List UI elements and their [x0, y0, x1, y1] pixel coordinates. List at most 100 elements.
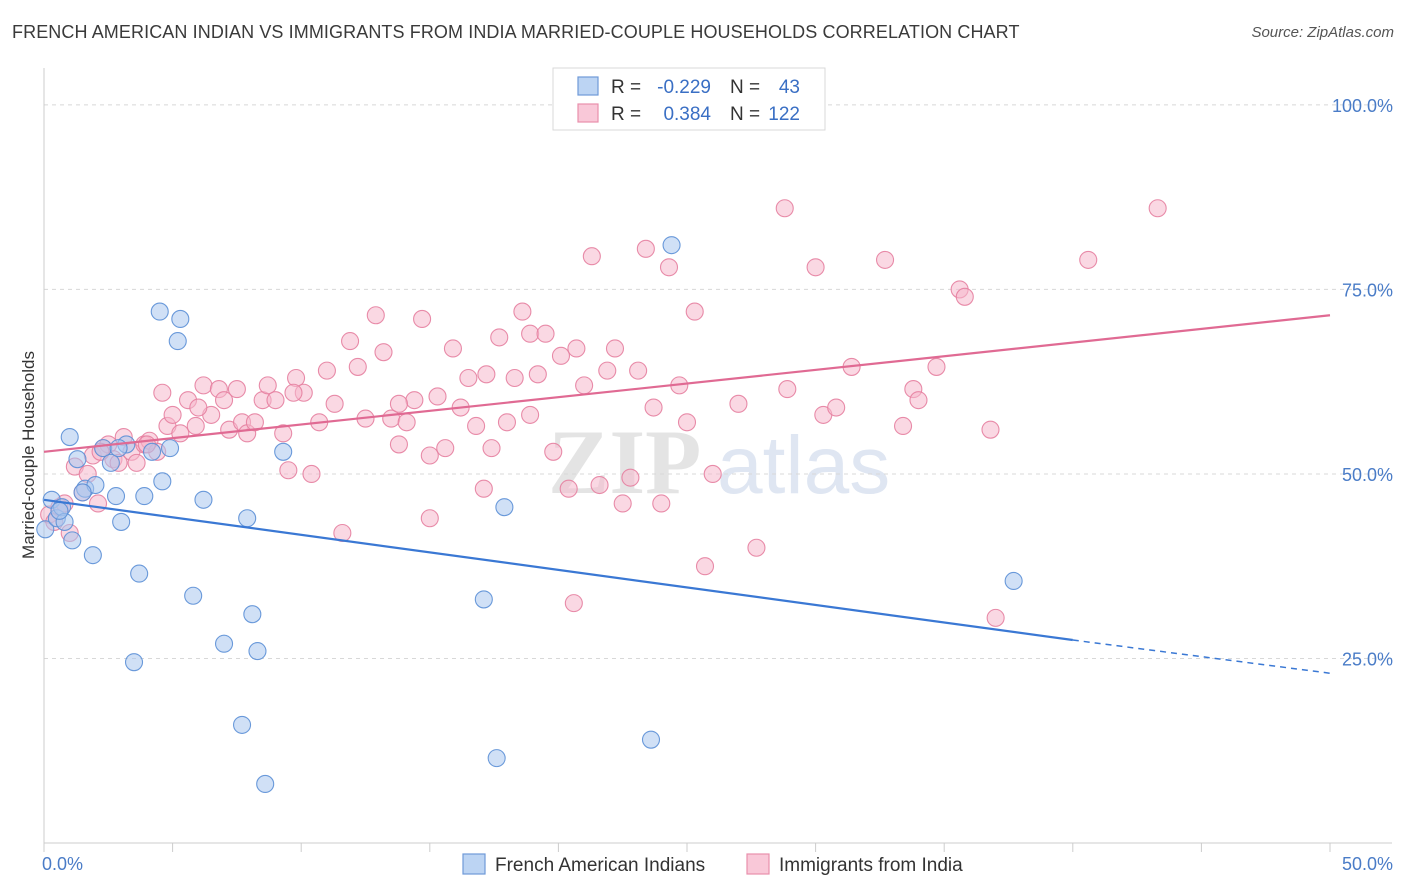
india-point: [490, 328, 509, 347]
x-tick-label-max: 50.0%: [1342, 854, 1393, 874]
french-american-indian-point: [153, 472, 172, 491]
french-american-indian-point: [238, 509, 257, 528]
india-point: [544, 442, 563, 461]
india-point: [747, 538, 766, 557]
french-american-indian-point: [150, 302, 169, 321]
india-point: [436, 439, 455, 458]
india-point: [284, 383, 303, 402]
y-tick-label: 75.0%: [1342, 280, 1393, 300]
india-point: [644, 398, 663, 417]
french-american-indian-point: [641, 730, 661, 749]
legend-n-label-blue: N =: [730, 77, 760, 98]
legend-swatch-blue: [577, 76, 599, 96]
india-point: [389, 394, 408, 413]
india-point: [163, 405, 182, 424]
india-point: [477, 365, 496, 384]
india-point: [521, 405, 540, 424]
french-american-indian-point: [495, 498, 514, 517]
india-point: [575, 376, 594, 395]
india-point: [677, 413, 697, 432]
french-american-indian-point: [662, 236, 681, 255]
legend-r-value-pink: 0.384: [663, 104, 711, 125]
india-point: [258, 376, 277, 395]
india-point: [613, 494, 632, 513]
india-point: [274, 424, 293, 443]
india-point: [482, 439, 501, 458]
india-point: [88, 494, 108, 513]
french-american-indian-point: [248, 642, 267, 661]
chart-title: FRENCH AMERICAN INDIAN VS IMMIGRANTS FRO…: [12, 22, 1020, 42]
india-point: [875, 250, 895, 269]
french-american-indian-point: [83, 546, 102, 565]
french-american-indian-point: [274, 442, 293, 461]
india-point: [685, 302, 704, 321]
french-american-indian-point: [168, 332, 187, 351]
source-attribution: Source: ZipAtlas.com: [1251, 24, 1394, 41]
watermark-atlas: atlas: [717, 420, 890, 511]
correlation-legend: R = -0.229 N = 43 R = 0.384 N = 122: [552, 67, 826, 131]
french-american-indian-point: [63, 531, 82, 550]
india-point: [636, 239, 655, 258]
india-point: [621, 468, 640, 487]
french-american-indian-point: [474, 590, 493, 609]
x-tick-label-min: 0.0%: [42, 854, 83, 874]
grid-lines: 25.0% 50.0% 75.0% 100.0%: [44, 96, 1393, 669]
legend-n-label-pink: N =: [730, 104, 760, 125]
french-american-indian-point: [73, 483, 92, 502]
india-point: [214, 391, 234, 410]
india-point: [567, 339, 586, 358]
french-american-indian-point: [214, 634, 234, 653]
india-point: [629, 361, 648, 380]
french-american-indian-points: [36, 236, 1023, 794]
india-point: [582, 247, 601, 266]
india-point: [927, 357, 946, 376]
india-point: [551, 346, 571, 365]
india-point: [153, 383, 172, 402]
india-point: [981, 420, 1000, 439]
india-point: [775, 199, 794, 218]
india-point: [605, 339, 625, 358]
india-point: [266, 391, 285, 410]
trend-lines: [43, 314, 1331, 674]
legend-r-label-pink: R =: [611, 104, 641, 125]
french-american-indian-point: [130, 564, 149, 583]
axes: [43, 68, 1392, 852]
india-point: [459, 368, 478, 388]
french-american-indian-point: [135, 487, 154, 506]
french-american-indian-point: [68, 450, 87, 469]
india-point: [729, 394, 748, 413]
french-american-indian-point: [184, 586, 203, 605]
y-axis-label: Married-couple Households: [19, 351, 38, 559]
french-american-indian-point: [101, 453, 120, 472]
trend-line-blue: [43, 498, 1073, 642]
french-american-indian-point: [124, 653, 144, 672]
india-point: [189, 398, 208, 417]
bottom-legend-swatch-pink: [746, 853, 770, 875]
india-point: [986, 608, 1005, 627]
trend-line-pink: [43, 314, 1331, 453]
french-american-indian-point: [194, 490, 213, 509]
french-american-indian-point: [160, 439, 180, 458]
french-american-indian-point: [1004, 571, 1023, 591]
india-point: [127, 453, 146, 472]
india-point: [1079, 250, 1098, 269]
india-point: [420, 446, 439, 465]
legend-n-value-pink: 122: [768, 104, 800, 125]
french-american-indian-point: [106, 487, 126, 506]
india-point: [348, 357, 367, 376]
french-american-indian-point: [142, 442, 162, 461]
india-point: [186, 416, 205, 436]
india-point: [366, 306, 385, 325]
india-point: [341, 332, 360, 351]
india-point: [171, 424, 190, 443]
french-american-indian-point: [36, 520, 55, 539]
india-point: [389, 435, 408, 454]
india-point: [564, 594, 583, 613]
india-point: [227, 380, 246, 399]
trend-line-blue-extension: [1072, 639, 1331, 674]
india-point: [245, 413, 264, 432]
bottom-legend-swatch-blue: [462, 853, 486, 875]
legend-swatch-pink: [577, 103, 599, 123]
french-american-indian-point: [256, 774, 275, 794]
